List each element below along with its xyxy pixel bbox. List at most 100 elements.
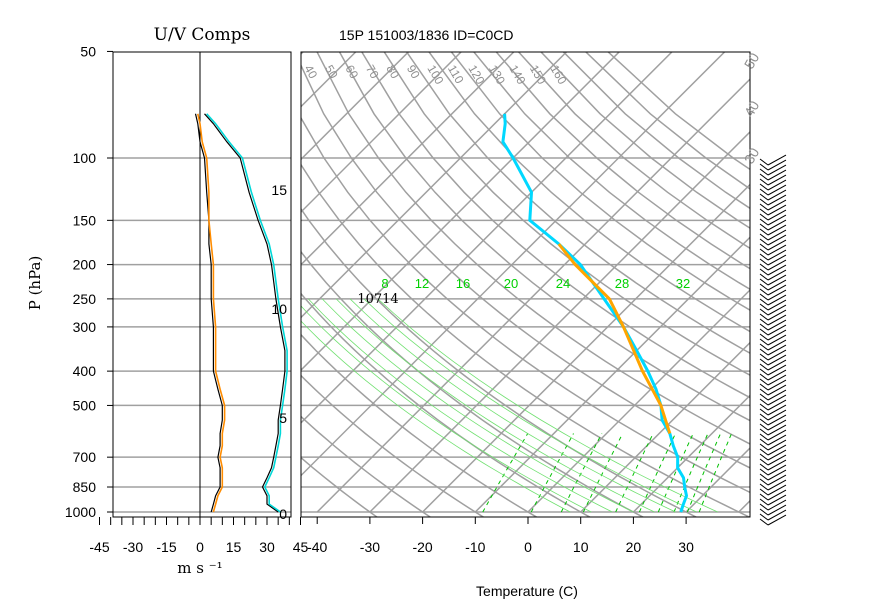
isotherm-label: 130	[486, 63, 508, 88]
wind-barb-flag	[760, 459, 768, 465]
wind-barb-shaft	[768, 495, 786, 505]
wind-barb-flag	[760, 289, 768, 295]
isotherm	[739, 51, 887, 512]
dry-adiabat-label: 30	[741, 145, 763, 167]
dry-adiabat	[138, 51, 488, 519]
wind-barb-shaft	[768, 475, 786, 485]
wind-barb-flag	[760, 229, 768, 235]
isotherm-label: 150	[527, 63, 549, 88]
wind-barb-flag	[760, 194, 768, 200]
wind-barb-flag	[760, 314, 768, 320]
dry-adiabat	[160, 51, 541, 519]
wind-barb-flag	[760, 224, 768, 230]
pressure-tick-label: 200	[73, 257, 97, 273]
wind-barb-shaft	[768, 400, 786, 410]
wind-barb-shaft	[768, 240, 786, 250]
wind-barb-shaft	[768, 175, 786, 185]
pressure-tick-label: 150	[73, 212, 97, 228]
wind-barb-shaft	[768, 500, 786, 510]
skewt-title: 15P 151003/1836 ID=C0CD	[339, 27, 513, 43]
dry-adiabat	[585, 51, 887, 519]
wind-barb-flag	[760, 344, 768, 350]
wind-barb-flag	[760, 419, 768, 425]
wind-barb-flag	[760, 234, 768, 240]
wind-barb-shaft	[768, 195, 786, 205]
isotherm-label: 110	[445, 63, 467, 87]
isotherm	[159, 51, 620, 512]
isotherm-label: 160	[547, 63, 569, 88]
wind-barb-shaft	[768, 450, 786, 460]
wind-barb-flag	[760, 449, 768, 455]
wind-barb-shaft	[768, 230, 786, 240]
pressure-tick-label: 700	[73, 449, 97, 465]
uv-frame	[113, 52, 291, 517]
mixing-ratio-label: 24	[556, 276, 570, 291]
uv-tick-label: 30	[259, 539, 275, 555]
wind-barb-flag	[760, 409, 768, 415]
wind-barb-flag	[760, 479, 768, 485]
wind-barb-shaft	[768, 190, 786, 200]
wind-barb-shaft	[768, 290, 786, 300]
temp-tick-label: -40	[307, 539, 327, 555]
wind-barb-flag	[760, 394, 768, 400]
wind-barb-flag	[760, 434, 768, 440]
wind-barb-flag	[760, 269, 768, 275]
wind-barb-flag	[760, 509, 768, 515]
wind-barb-shaft	[768, 430, 786, 440]
temp-tick-label: 0	[524, 539, 532, 555]
wind-barb-shaft	[768, 345, 786, 355]
wind-barb-flag	[760, 164, 768, 170]
wind-barb-flag	[760, 169, 768, 175]
dry-adiabat-label: 40	[741, 98, 763, 120]
wind-barb-shaft	[768, 215, 786, 225]
wind-barb-flag	[760, 204, 768, 210]
pressure-tick-label: 500	[73, 397, 97, 413]
wind-barb-flag	[760, 189, 768, 195]
wind-barb-flag	[760, 244, 768, 250]
wind-barb-shaft	[768, 420, 786, 430]
temp-tick-label: -30	[360, 539, 380, 555]
wind-barb-flag	[760, 464, 768, 470]
wind-barb-shaft	[768, 270, 786, 280]
wind-barb-shaft	[768, 465, 786, 475]
wind-barb-shaft	[768, 375, 786, 385]
wind-barb-shaft	[768, 315, 786, 325]
wind-barb-flag	[760, 319, 768, 325]
wind-barb-shaft	[768, 510, 786, 520]
wind-barb-flag	[760, 349, 768, 355]
wind-barb-shaft	[768, 245, 786, 255]
temp-tick-label: -10	[465, 539, 485, 555]
height-tick-label: 10	[271, 301, 287, 317]
wind-barb-flag	[760, 354, 768, 360]
wind-barb-shaft	[768, 360, 786, 370]
wind-barb-shaft	[768, 405, 786, 415]
temp-tick-label: 30	[678, 539, 694, 555]
wind-barb-shaft	[768, 515, 786, 525]
dry-adiabat	[272, 51, 808, 519]
wind-barb-flag	[760, 504, 768, 510]
isotherm	[0, 51, 303, 512]
wind-barb-shaft	[768, 275, 786, 285]
pressure-tick-label: 400	[73, 363, 97, 379]
wind-barb-flag	[760, 389, 768, 395]
wind-barb-shaft	[768, 330, 786, 340]
wind-barb-flag	[760, 379, 768, 385]
wind-barb-shaft	[768, 445, 786, 455]
wind-barb-flag	[760, 414, 768, 420]
uv-axis-label: m s ⁻¹	[177, 559, 222, 577]
wind-barb-flag	[760, 334, 768, 340]
wind-barb-shaft	[768, 310, 786, 320]
isotherm-label: 140	[506, 63, 528, 88]
wind-barb-flag	[760, 209, 768, 215]
mixing-ratio-label: 20	[504, 276, 518, 291]
wind-barb-shaft	[768, 370, 786, 380]
height-tick-label: 0	[279, 506, 287, 522]
wind-barb-shaft	[768, 470, 786, 480]
dry-adiabat-label: 50	[741, 50, 763, 72]
temp-tick-label: -20	[412, 539, 432, 555]
wind-barb-shaft	[768, 490, 786, 500]
isotherm	[1, 51, 462, 512]
wind-barb-shaft	[768, 355, 786, 365]
